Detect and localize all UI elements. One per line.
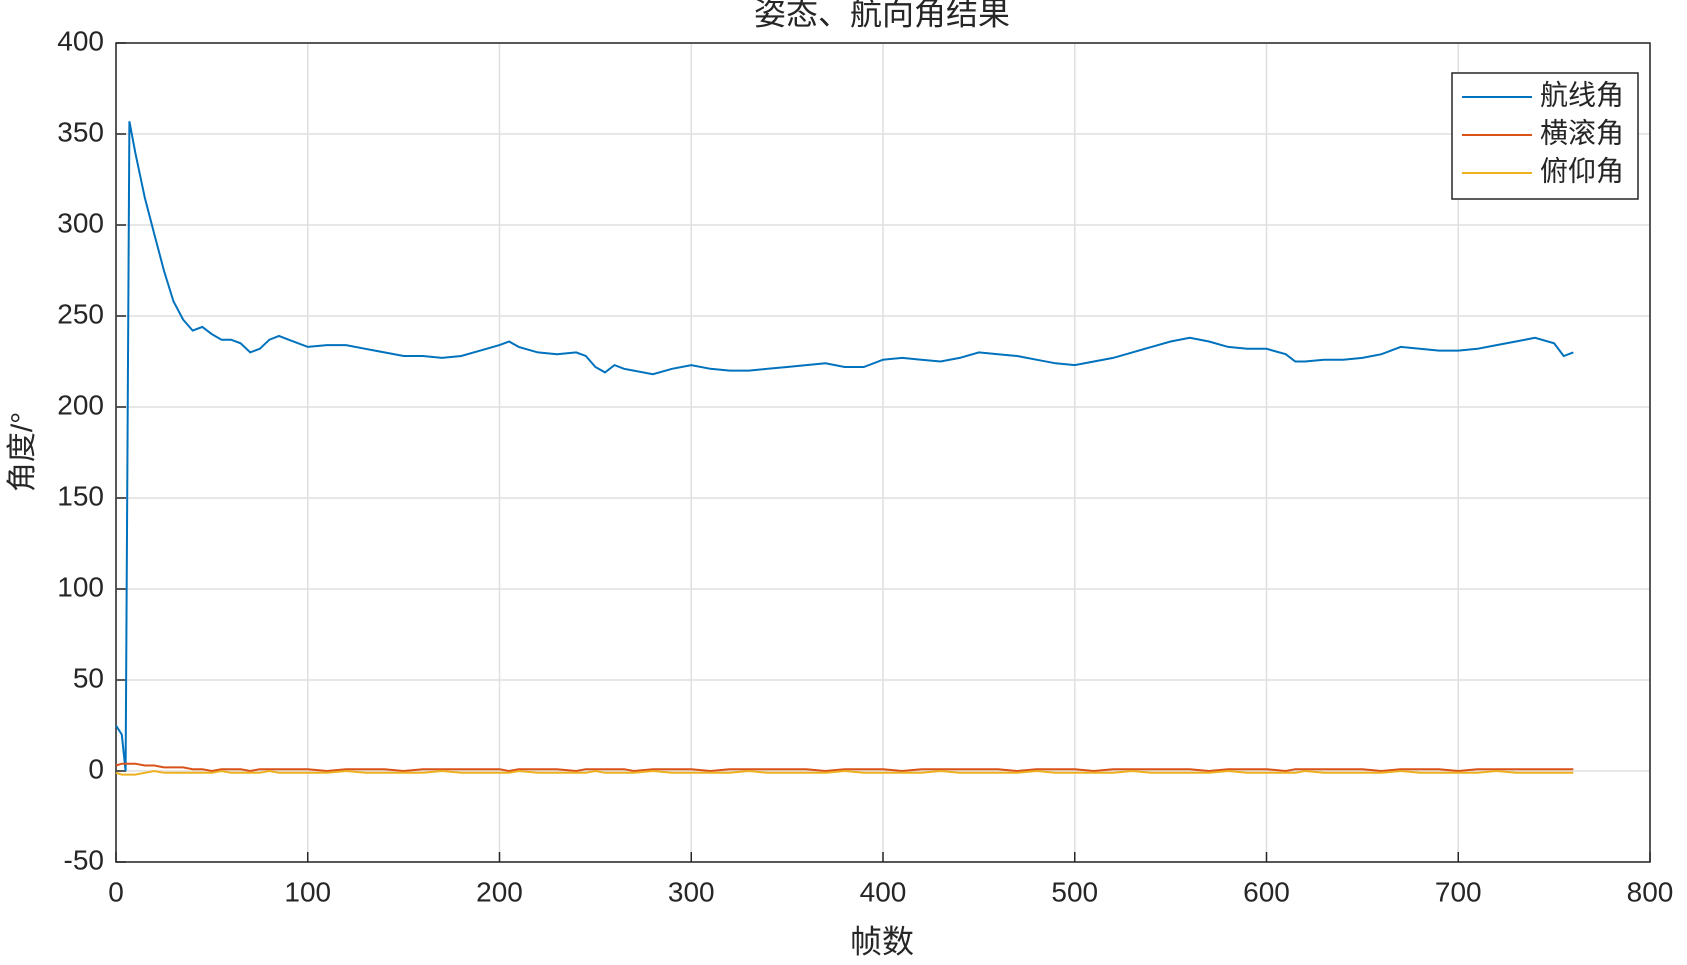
y-tick-label: 150 [57,480,104,511]
y-tick-label: -50 [64,844,104,875]
series-line [115,769,1574,776]
x-axis-label: 帧数 [850,923,914,961]
x-tick-label: 800 [1627,876,1674,907]
x-tick-label: 400 [860,876,907,907]
y-axis-label: 角度/° [6,412,39,492]
y-tick-label: 300 [57,207,104,238]
legend-label: 俯仰角 [1540,155,1624,186]
y-tick-label: 100 [57,571,104,602]
x-tick-label: 0 [108,876,124,907]
legend-label: 航线角 [1540,79,1624,110]
x-tick-label: 700 [1435,876,1482,907]
x-tick-label: 500 [1051,876,1098,907]
chart-title: 姿态、航向角结果 [754,0,1010,33]
y-tick-label: 0 [88,753,104,784]
y-tick-label: 350 [57,116,104,147]
y-tick-label: 250 [57,298,104,329]
x-tick-label: 600 [1243,876,1290,907]
series-line [115,762,1574,773]
y-tick-label: 200 [57,389,104,420]
x-tick-label: 100 [284,876,331,907]
series-line [115,121,1574,772]
legend-label: 横滚角 [1540,117,1624,148]
x-tick-label: 300 [668,876,715,907]
y-tick-label: 400 [57,25,104,56]
x-tick-label: 200 [476,876,523,907]
y-tick-label: 50 [73,662,104,693]
axes-frame [115,42,1651,863]
